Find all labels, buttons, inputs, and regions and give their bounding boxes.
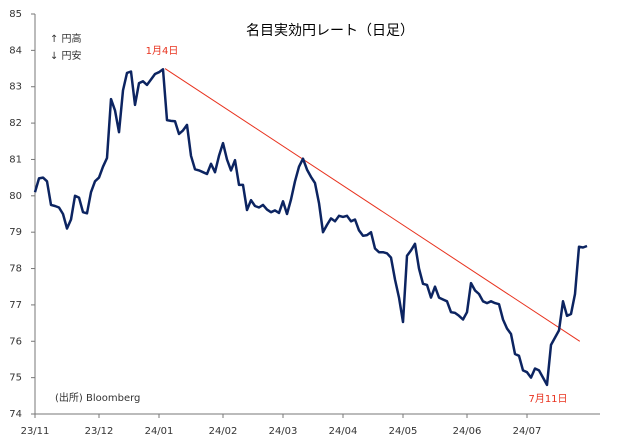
- y-tick-label: 74: [9, 409, 22, 420]
- x-tick-label: 24/05: [389, 426, 418, 437]
- x-tick-label: 24/07: [513, 426, 542, 437]
- x-tick-label: 24/06: [453, 426, 482, 437]
- y-tick-label: 75: [9, 373, 22, 384]
- y-tick-label: 81: [9, 154, 22, 165]
- y-tick-label: 76: [9, 336, 22, 347]
- x-tick-label: 24/01: [145, 426, 174, 437]
- annotation: 1月4日: [146, 45, 179, 57]
- y-tick-label: 80: [9, 191, 22, 202]
- x-tick-label: 24/03: [269, 426, 298, 437]
- note: ↓ 円安: [50, 49, 82, 62]
- x-tick-label: 23/11: [21, 426, 50, 437]
- source: (出所) Bloomberg: [55, 391, 140, 404]
- y-tick-label: 77: [9, 300, 22, 311]
- line-series: [33, 68, 588, 387]
- y-tick-label: 84: [9, 45, 22, 56]
- trend-line: [164, 68, 581, 342]
- x-tick-label: 23/12: [85, 426, 114, 437]
- chart-title: 名目実効円レート（日足）: [246, 23, 414, 39]
- note: ↑ 円高: [50, 32, 82, 45]
- y-tick-label: 82: [9, 118, 22, 129]
- x-tick-label: 24/02: [209, 426, 238, 437]
- annotation: 7月11日: [528, 393, 567, 405]
- y-tick-label: 79: [9, 227, 22, 238]
- y-tick-label: 83: [9, 82, 22, 93]
- y-tick-label: 78: [9, 264, 22, 275]
- y-tick-label: 85: [9, 9, 22, 20]
- x-tick-label: 24/04: [329, 426, 358, 437]
